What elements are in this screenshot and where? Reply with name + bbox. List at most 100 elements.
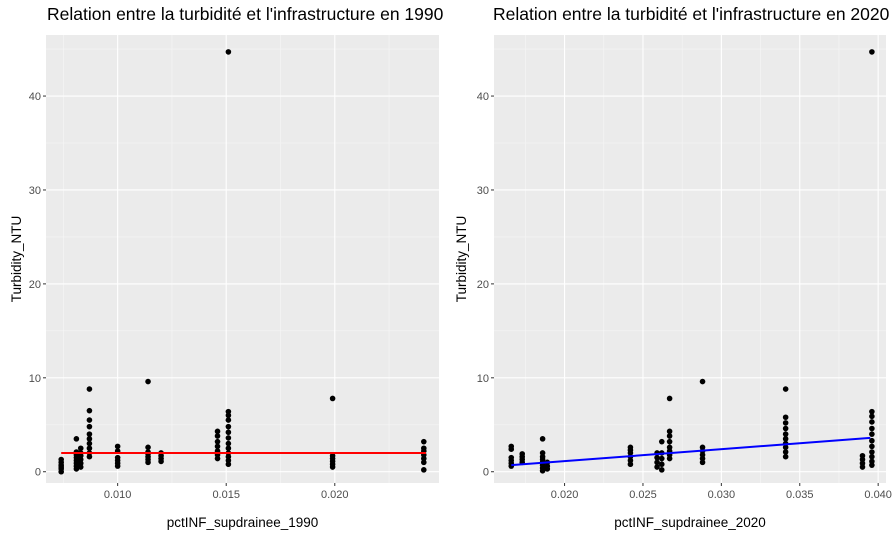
data-point: [658, 455, 665, 462]
data-point: [225, 49, 232, 55]
data-point: [225, 417, 232, 423]
data-point: [869, 425, 875, 432]
data-point: [654, 454, 660, 461]
x-tick-label: 0.025: [629, 489, 657, 501]
x-tick-label: 0.020: [551, 489, 579, 501]
data-point: [86, 431, 93, 437]
data-point: [508, 443, 515, 450]
y-tick-label: 10: [477, 373, 489, 385]
data-point: [782, 453, 789, 460]
x-tick-label: 0.040: [864, 489, 892, 501]
data-point: [86, 445, 93, 452]
data-point: [869, 408, 875, 415]
data-point: [869, 443, 875, 450]
data-point: [214, 433, 221, 439]
data-point: [421, 467, 427, 473]
data-point: [225, 429, 232, 436]
x-axis-title: pctINF_supdrainee_1990: [167, 515, 319, 530]
data-point: [114, 443, 121, 450]
x-tick-label: 0.020: [321, 489, 349, 501]
data-point: [654, 459, 660, 466]
data-point: [329, 395, 336, 402]
data-point: [214, 443, 221, 450]
data-point: [782, 425, 789, 432]
data-point: [77, 445, 84, 452]
data-point: [782, 414, 789, 421]
data-point: [869, 413, 875, 420]
x-tick-label: 0.035: [786, 489, 814, 501]
data-point: [666, 438, 673, 445]
data-point: [86, 436, 93, 442]
data-point: [86, 417, 93, 423]
data-point: [699, 378, 706, 385]
data-point: [539, 450, 546, 456]
y-tick-label: 10: [29, 373, 41, 385]
x-tick-label: 0.030: [708, 489, 736, 501]
data-point: [421, 445, 427, 452]
data-point: [225, 423, 232, 430]
data-point: [666, 433, 673, 439]
chart-title-2020: Relation entre la turbidité et l'infrast…: [493, 4, 890, 24]
data-point: [782, 436, 789, 442]
y-tick-label: 20: [477, 279, 489, 291]
y-tick-label: 0: [483, 467, 489, 479]
plot-2020: 0.020 0.025 0.030 0.035 0.040 0 10 20 30 40 pctINF…: [454, 35, 892, 530]
data-point: [114, 454, 121, 461]
data-point: [214, 438, 221, 445]
data-point: [214, 428, 221, 435]
data-point: [145, 378, 151, 385]
data-point: [654, 464, 660, 470]
data-point: [782, 420, 789, 426]
data-point: [658, 438, 665, 445]
data-point: [869, 458, 875, 465]
plot-panel: [46, 35, 439, 483]
x-tick-label: 0.015: [212, 489, 240, 501]
data-point: [508, 454, 515, 461]
data-point: [658, 467, 665, 473]
data-point: [699, 444, 706, 451]
y-tick-label: 0: [35, 467, 41, 479]
data-point: [666, 428, 673, 435]
plot-panel: [494, 35, 886, 483]
plot-1990: 0.010 0.015 0.020 0 10 20 30 40 pctINF_supdraine…: [9, 35, 439, 530]
data-point: [86, 386, 93, 392]
data-point: [666, 395, 673, 402]
data-point: [225, 440, 232, 447]
data-point: [519, 451, 526, 457]
data-point: [86, 407, 93, 414]
data-point: [869, 449, 875, 455]
data-point: [666, 444, 673, 451]
data-point: [869, 49, 875, 55]
y-tick-label: 40: [29, 91, 41, 103]
data-point: [86, 423, 93, 430]
data-point: [145, 444, 151, 451]
data-point: [782, 449, 789, 455]
data-point: [421, 438, 427, 445]
x-axis-title: pctINF_supdrainee_2020: [614, 515, 766, 530]
data-point: [869, 431, 875, 437]
data-point: [782, 386, 789, 392]
chart-title-1990: Relation entre la turbidité et l'infrast…: [47, 4, 444, 24]
data-point: [58, 456, 64, 463]
data-point: [869, 437, 875, 444]
data-point: [859, 452, 866, 459]
y-tick-label: 20: [29, 279, 41, 291]
data-point: [627, 444, 634, 451]
data-point: [658, 461, 665, 468]
data-point: [869, 453, 875, 460]
data-point: [73, 436, 80, 442]
y-tick-label: 40: [477, 91, 489, 103]
y-axis-title: Turbidity_NTU: [9, 216, 24, 303]
data-point: [225, 445, 232, 452]
x-tick-label: 0.010: [104, 489, 132, 501]
y-tick-label: 30: [477, 185, 489, 197]
trend-line: [511, 436, 871, 467]
data-point: [225, 408, 232, 415]
data-point: [782, 431, 789, 437]
y-axis-title: Turbidity_NTU: [454, 216, 469, 303]
data-point: [869, 419, 875, 425]
data-point: [329, 452, 336, 459]
y-tick-label: 30: [29, 185, 41, 197]
data-point: [86, 440, 93, 447]
